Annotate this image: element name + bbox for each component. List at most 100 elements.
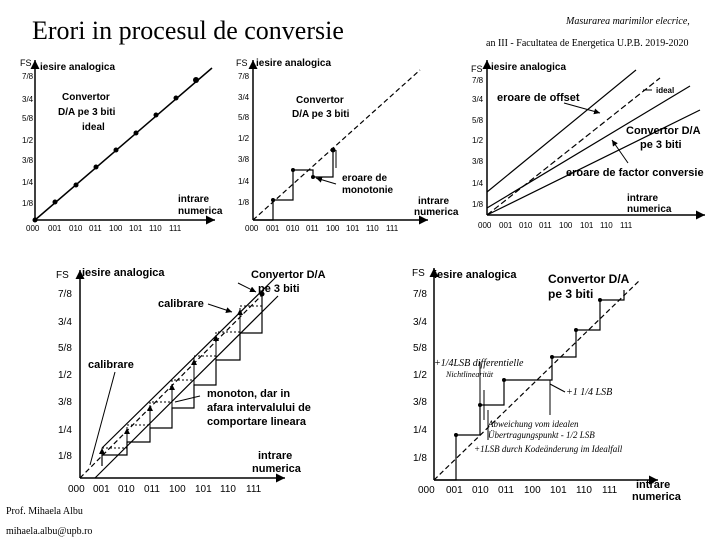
svg-text:011: 011 — [144, 484, 160, 495]
svg-text:3/8: 3/8 — [22, 156, 34, 165]
svg-text:FS: FS — [471, 64, 483, 74]
svg-text:3/4: 3/4 — [413, 317, 427, 328]
y-axis-title: iesire analogica — [40, 62, 115, 73]
offset-conv-label: Convertor D/A — [626, 125, 701, 137]
svg-text:110: 110 — [366, 224, 379, 233]
svg-text:001: 001 — [93, 484, 110, 495]
fs-label: FS — [20, 58, 32, 68]
svg-text:110: 110 — [149, 224, 162, 233]
svg-text:3/8: 3/8 — [472, 157, 484, 166]
svg-text:3/8: 3/8 — [58, 397, 72, 408]
svg-text:100: 100 — [169, 484, 186, 495]
course-info: an III - Facultatea de Energetica U.P.B.… — [486, 38, 689, 49]
svg-text:3/8: 3/8 — [413, 397, 427, 408]
svg-text:1/2: 1/2 — [58, 370, 72, 381]
svg-text:1/2: 1/2 — [238, 134, 250, 143]
svg-text:001: 001 — [48, 224, 62, 233]
svg-text:numerica: numerica — [414, 207, 459, 218]
svg-text:5/8: 5/8 — [472, 116, 484, 125]
svg-text:110: 110 — [600, 221, 613, 230]
author-email: mihaela.albu@upb.ro — [6, 526, 93, 537]
y-axis-title: iesire analogica — [491, 62, 566, 73]
svg-text:1/2: 1/2 — [413, 370, 427, 381]
dnl-ann-2: Nichtlinearität — [445, 370, 494, 379]
svg-text:1/4: 1/4 — [238, 177, 250, 186]
monotone-label: Convertor — [296, 95, 344, 106]
svg-text:1/4: 1/4 — [22, 178, 34, 187]
y-axis-title: iesire analogica — [82, 267, 165, 279]
svg-text:100: 100 — [326, 224, 340, 233]
dnl-conv-label: Convertor D/A — [548, 272, 630, 286]
svg-text:111: 111 — [602, 485, 618, 496]
svg-text:101: 101 — [195, 484, 212, 495]
svg-text:001: 001 — [499, 221, 513, 230]
svg-text:1/4: 1/4 — [413, 425, 427, 436]
svg-text:3/4: 3/4 — [22, 95, 34, 104]
ideal-points — [32, 77, 199, 223]
svg-text:000: 000 — [68, 484, 85, 495]
calib-note-2: afara intervalului de — [207, 402, 311, 414]
ideal-label-2: D/A pe 3 biti — [58, 107, 116, 118]
y-tick-labels: 7/8 3/4 5/8 1/2 3/8 1/4 1/8 — [22, 72, 34, 208]
ideal-label-3: ideal — [82, 122, 105, 133]
svg-text:1/2: 1/2 — [472, 136, 484, 145]
monotone-label-2: D/A pe 3 biti — [292, 109, 350, 120]
svg-text:1/4: 1/4 — [472, 179, 484, 188]
diagram-calibration: FS iesire analogica 7/8 3/4 5/8 1/2 3/8 1/4… — [56, 267, 326, 495]
svg-text:numerica: numerica — [252, 463, 302, 475]
svg-text:000: 000 — [26, 224, 40, 233]
svg-text:5/8: 5/8 — [22, 114, 34, 123]
svg-text:1/4: 1/4 — [58, 425, 72, 436]
svg-text:FS: FS — [236, 58, 248, 68]
svg-text:101: 101 — [580, 221, 594, 230]
svg-text:111: 111 — [169, 224, 182, 233]
course-title: Masurarea marimilor elecrice, — [566, 16, 690, 27]
svg-text:111: 111 — [620, 221, 633, 230]
x-axis-title-2: numerica — [178, 206, 223, 217]
x-tick-labels: 000 001 010 011 100 101 110 111 — [26, 224, 182, 233]
gain-error-label: eroare de factor conversie — [566, 167, 704, 179]
svg-text:1/8: 1/8 — [58, 451, 72, 462]
ideal-line-label: ideal — [656, 86, 674, 95]
svg-text:numerica: numerica — [627, 204, 672, 215]
svg-text:1/8: 1/8 — [22, 199, 34, 208]
svg-text:3/8: 3/8 — [238, 155, 250, 164]
svg-text:intrare: intrare — [258, 450, 292, 462]
svg-text:100: 100 — [559, 221, 573, 230]
y-axis-title: iesire analogica — [434, 269, 517, 281]
diagram-ideal: FS iesire analogica 7/8 3/4 5/8 1/2 3/8 1/4… — [20, 58, 223, 233]
svg-text:001: 001 — [446, 485, 463, 496]
offset-conv-label-2: pe 3 biti — [640, 139, 682, 151]
svg-text:010: 010 — [472, 485, 489, 496]
svg-text:010: 010 — [286, 224, 300, 233]
svg-text:7/8: 7/8 — [22, 72, 34, 81]
svg-text:3/4: 3/4 — [472, 95, 484, 104]
calib-note-1: monoton, dar in — [207, 388, 290, 400]
diagram-monotone: FS iesire analogica 7/8 3/4 5/8 1/2 3/8 1/4… — [236, 58, 459, 233]
monotone-error-label-2: monotonie — [342, 185, 394, 196]
dnl-conv-label-2: pe 3 biti — [548, 287, 593, 301]
svg-text:7/8: 7/8 — [472, 76, 484, 85]
svg-text:011: 011 — [306, 224, 319, 233]
svg-text:011: 011 — [89, 224, 102, 233]
x-axis-title: intrare — [178, 194, 210, 205]
calib-note-3: comportare lineara — [207, 416, 307, 428]
svg-text:011: 011 — [498, 485, 514, 496]
dnl-ann-6: +1LSB durch Kodeänderung im Idealfall — [474, 444, 623, 454]
svg-text:7/8: 7/8 — [413, 289, 427, 300]
calib-left-label: calibrare — [88, 359, 134, 371]
svg-text:110: 110 — [220, 484, 236, 495]
svg-text:010: 010 — [69, 224, 83, 233]
y-axis-title: iesire analogica — [256, 58, 331, 69]
svg-text:1/8: 1/8 — [238, 198, 250, 207]
svg-text:101: 101 — [129, 224, 143, 233]
dnl-ann-4: Abweichung vom idealen — [487, 419, 579, 429]
svg-text:000: 000 — [418, 485, 435, 496]
ideal-label: Convertor — [62, 92, 110, 103]
svg-text:111: 111 — [246, 484, 262, 495]
svg-text:intrare: intrare — [627, 193, 659, 204]
svg-text:1/8: 1/8 — [472, 200, 484, 209]
svg-text:010: 010 — [118, 484, 135, 495]
svg-text:3/4: 3/4 — [58, 317, 72, 328]
svg-text:010: 010 — [519, 221, 533, 230]
